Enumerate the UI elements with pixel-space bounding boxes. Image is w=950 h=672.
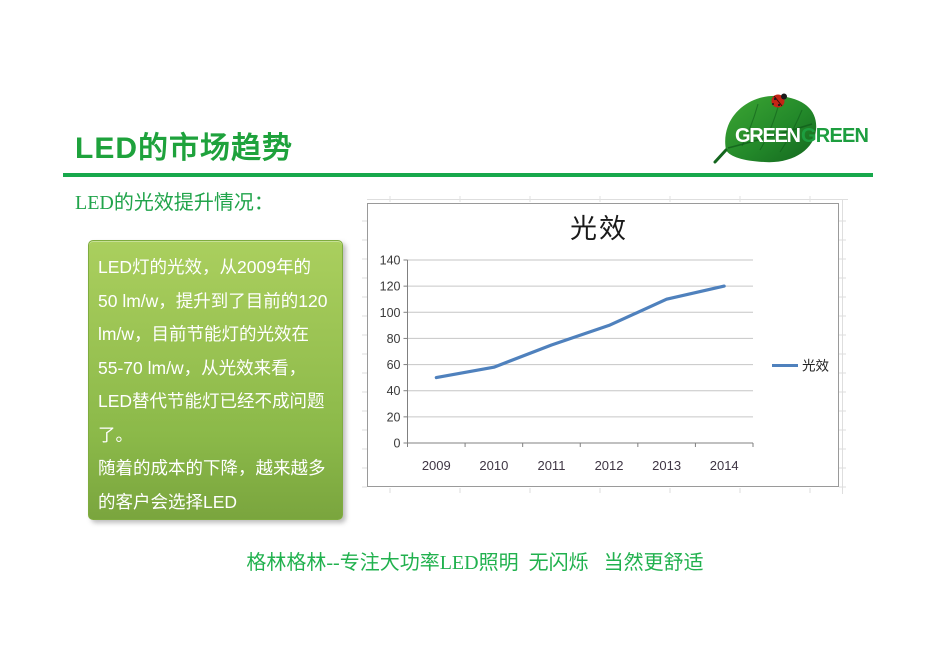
section-subtitle: LED的光效提升情况： xyxy=(75,192,274,214)
ladybug-icon xyxy=(771,93,787,108)
svg-text:60: 60 xyxy=(387,358,401,372)
textbox-paragraph-1: LED灯的光效，从2009年的50 lm/w，提升到了目前的120 lm/w，目… xyxy=(98,257,328,445)
svg-text:100: 100 xyxy=(380,306,401,320)
svg-text:140: 140 xyxy=(380,254,401,268)
svg-text:2011: 2011 xyxy=(537,458,565,473)
page-title: LED的市场趋势 xyxy=(75,132,293,165)
svg-text:2009: 2009 xyxy=(422,458,451,473)
svg-text:2014: 2014 xyxy=(710,458,739,473)
svg-text:20: 20 xyxy=(387,410,401,424)
title-divider-line xyxy=(63,173,873,177)
svg-text:40: 40 xyxy=(387,384,401,398)
textbox-paragraph-2: 随着的成本的下降，越来越多的客户会选择LED xyxy=(98,458,326,512)
svg-text:120: 120 xyxy=(380,280,401,294)
svg-text:80: 80 xyxy=(387,332,401,346)
svg-text:光效: 光效 xyxy=(570,214,628,244)
footer-slogan: 格林格林--专注大功率LED照明 无闪烁 当然更舒适 xyxy=(246,552,704,574)
efficacy-line-chart: 光效 0 20 40 60 80 100 120 140 2009 2010 2011 2012 2013… xyxy=(360,193,852,505)
logo-word-2: GREEN xyxy=(801,125,869,147)
svg-text:2013: 2013 xyxy=(652,458,681,473)
svg-text:光效: 光效 xyxy=(802,359,830,374)
svg-text:2010: 2010 xyxy=(479,458,508,473)
logo-word-1: GREEN xyxy=(735,125,801,147)
led-efficacy-textbox: LED灯的光效，从2009年的50 lm/w，提升到了目前的120 lm/w，目… xyxy=(88,240,343,520)
chart-svg: 光效 0 20 40 60 80 100 120 140 2009 2010 2011 2012 2013… xyxy=(362,196,848,494)
greengreen-logo: GREEN GREEN xyxy=(713,93,869,164)
leaf-icon xyxy=(713,95,817,164)
svg-text:2012: 2012 xyxy=(595,458,624,473)
svg-text:0: 0 xyxy=(394,437,401,451)
